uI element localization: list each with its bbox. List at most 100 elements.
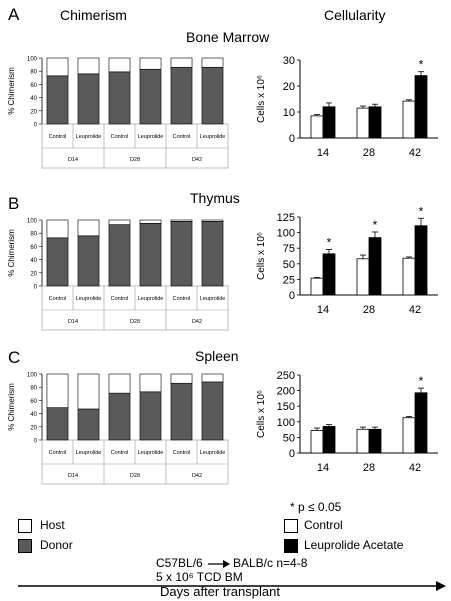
- panel-letter-a: A: [8, 5, 20, 24]
- donor-bar: [201, 221, 224, 287]
- control-bar: [402, 417, 416, 454]
- group-label: D42: [192, 473, 202, 479]
- footnote-strain-recipient: BALB/c n=4-8: [233, 556, 308, 570]
- y-tick-label: 125: [277, 212, 295, 224]
- host-bar: [170, 373, 193, 384]
- significance-note: * p ≤ 0.05: [290, 500, 342, 514]
- donor-bar: [46, 237, 69, 287]
- y-tick-label: 0: [289, 448, 295, 460]
- host-bar: [46, 219, 69, 239]
- leuprolide-bar: [322, 426, 336, 454]
- x-tick-label: 28: [363, 462, 375, 474]
- significance-asterisk: *: [373, 218, 378, 232]
- category-label: Control: [111, 296, 129, 302]
- category-label: Leuprolide: [76, 134, 102, 140]
- donor-bar: [170, 382, 193, 441]
- x-tick-label: 14: [317, 304, 329, 316]
- y-tick-label: 20: [30, 109, 37, 115]
- y-axis-title: % Chimerism: [7, 67, 16, 115]
- x-tick-label: 42: [409, 462, 421, 474]
- category-label: Control: [49, 296, 67, 302]
- y-tick-label: 250: [277, 370, 295, 382]
- host-bar: [77, 373, 100, 410]
- group-label: D42: [192, 157, 202, 163]
- cellularity-header: Cellularity: [324, 7, 386, 23]
- y-tick-label: 0: [34, 439, 38, 445]
- y-axis-title: % Chimerism: [7, 383, 16, 431]
- host-bar: [170, 219, 193, 222]
- x-tick-label: 14: [317, 147, 329, 159]
- leuprolide-bar: [368, 106, 382, 139]
- donor-bar: [139, 391, 162, 441]
- host-legend-swatch: [18, 519, 32, 533]
- control-bar: [310, 115, 324, 139]
- significance-asterisk: *: [419, 374, 424, 388]
- donor-bar: [201, 381, 224, 441]
- leuprolide-bar: [414, 392, 428, 454]
- category-label: Control: [49, 450, 67, 456]
- y-tick-label: 40: [30, 96, 37, 102]
- bone-marrow-cellularity-chart: 0 10 20 30 Cells x 10⁶ 14 28 42 *: [256, 55, 438, 159]
- thymus-cellularity-chart: 0 25 50 75 100 125 Cells x 10⁶ 14 * 28 * 42 *: [256, 207, 438, 316]
- y-tick-label: 80: [30, 70, 37, 76]
- x-tick-label: 42: [409, 304, 421, 316]
- category-label: Control: [111, 134, 129, 140]
- category-label: Leuprolide: [200, 134, 226, 140]
- host-bar: [201, 373, 224, 383]
- control-bar: [356, 428, 370, 454]
- footnote-strain-donor: C57BL/6: [156, 556, 203, 570]
- category-label: Control: [173, 450, 191, 456]
- host-bar: [46, 373, 69, 408]
- y-axis-title: % Chimerism: [7, 229, 16, 277]
- y-tick-label: 200: [277, 386, 295, 398]
- x-tick-label: 28: [363, 147, 375, 159]
- group-label: D14: [68, 157, 78, 163]
- host-bar: [170, 57, 193, 68]
- category-label: Control: [173, 134, 191, 140]
- control-bar: [356, 258, 370, 296]
- y-tick-label: 0: [34, 123, 38, 129]
- donor-bar: [170, 221, 193, 287]
- y-tick-label: 0: [34, 285, 38, 291]
- host-bar: [108, 373, 131, 394]
- panel-letter-b: B: [8, 194, 20, 213]
- leuprolide-bar: [414, 225, 428, 296]
- donor-bar: [139, 223, 162, 287]
- y-tick-label: 20: [30, 271, 37, 277]
- y-tick-label: 20: [30, 425, 37, 431]
- donor-bar: [77, 73, 100, 125]
- donor-legend-label: Donor: [40, 538, 73, 552]
- category-label: Leuprolide: [138, 450, 164, 456]
- y-tick-label: 50: [283, 259, 295, 271]
- significance-asterisk: *: [419, 58, 424, 72]
- leuprolide-legend-swatch: [284, 539, 298, 553]
- donor-bar: [77, 408, 100, 441]
- y-tick-label: 50: [283, 432, 295, 444]
- y-tick-label: 60: [30, 245, 37, 251]
- control-bar: [402, 100, 416, 139]
- donor-bar: [46, 407, 69, 441]
- leuprolide-bar: [414, 75, 428, 139]
- y-tick-label: 0: [289, 133, 295, 145]
- leuprolide-legend-label: Leuprolide Acetate: [304, 538, 404, 552]
- donor-bar: [108, 392, 131, 441]
- category-label: Control: [49, 134, 67, 140]
- y-tick-label: 150: [277, 401, 295, 413]
- organ-title-bone-marrow: Bone Marrow: [186, 29, 270, 45]
- y-axis-title: Cells x 10⁶: [256, 232, 267, 280]
- host-bar: [77, 57, 100, 75]
- panel-letter-c: C: [8, 348, 21, 367]
- donor-bar: [77, 235, 100, 287]
- organ-title-spleen: Spleen: [195, 348, 239, 364]
- donor-bar: [108, 224, 131, 287]
- y-axis-title: Cells x 10⁶: [256, 390, 267, 438]
- y-tick-label: 20: [283, 81, 295, 93]
- group-label: D14: [68, 319, 78, 325]
- donor-bar: [108, 71, 131, 125]
- bone-marrow-chimerism-chart: 0 20 40 60 80 100 % Chimerism Control Leuprolide…: [7, 57, 229, 169]
- leuprolide-bar: [368, 428, 382, 454]
- control-legend-swatch: [284, 519, 298, 533]
- y-tick-label: 60: [30, 399, 37, 405]
- arrow-right-icon: [208, 560, 230, 568]
- donor-bar: [170, 66, 193, 125]
